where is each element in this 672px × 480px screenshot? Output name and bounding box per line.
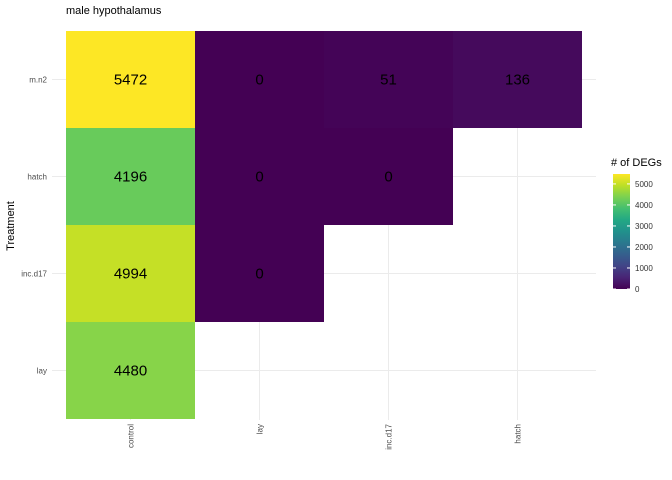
x-tick-label: inc.d17 (385, 423, 394, 449)
cell-value-label: 136 (505, 72, 530, 89)
legend-tick-label: 4000 (635, 201, 653, 210)
cell-value-label: 4196 (114, 169, 147, 186)
chart-title: male hypothalamus (66, 5, 162, 17)
cell-value-label: 0 (255, 72, 263, 89)
heatmap-cell (66, 128, 195, 225)
legend-tick-label: 2000 (635, 243, 653, 252)
cell-value-label: 4480 (114, 363, 147, 380)
legend-title: # of DEGs (611, 157, 662, 169)
heatmap-cell (66, 31, 195, 128)
x-tick-label: hatch (514, 424, 523, 444)
heatmap-cell (324, 31, 453, 128)
y-tick-label: hatch (27, 173, 47, 182)
heatmap-cell (453, 31, 582, 128)
cell-value-label: 0 (255, 169, 263, 186)
cell-value-label: 51 (380, 72, 397, 89)
cell-value-label: 5472 (114, 72, 147, 89)
y-tick-label: inc.d17 (21, 270, 47, 279)
y-tick-label: m.n2 (29, 76, 47, 85)
legend-tick-label: 0 (635, 285, 640, 294)
heatmap-cell (66, 225, 195, 322)
legend-ticks: 0 1000 2000 3000 4000 5000 (613, 180, 653, 294)
heatmap-cell (324, 128, 453, 225)
x-tick-label: lay (256, 424, 265, 434)
cell-value-label: 4994 (114, 266, 147, 283)
heatmap-cell (195, 31, 324, 128)
legend-tick-label: 1000 (635, 264, 653, 273)
y-tick-labels: m.n2 hatch inc.d17 lay (21, 76, 47, 376)
heatmap-cell (195, 128, 324, 225)
y-axis-title: Treatment (5, 201, 17, 251)
legend-tick-label: 5000 (635, 180, 653, 189)
x-tick-labels: control lay inc.d17 hatch (127, 423, 523, 449)
cell-labels: 5472 0 51 136 4196 0 0 4994 0 4480 (114, 72, 530, 380)
cell-value-label: 0 (255, 266, 263, 283)
legend-colorbar (613, 174, 630, 289)
color-legend: # of DEGs 0 1000 2000 3000 4000 5000 (611, 157, 662, 294)
cell-value-label: 0 (384, 169, 392, 186)
heatmap-cell (66, 322, 195, 419)
legend-tick-label: 3000 (635, 222, 653, 231)
x-tick-label: control (127, 424, 136, 448)
y-tick-label: lay (37, 367, 47, 376)
heatmap-cell (195, 225, 324, 322)
heatmap-cells (66, 31, 582, 419)
